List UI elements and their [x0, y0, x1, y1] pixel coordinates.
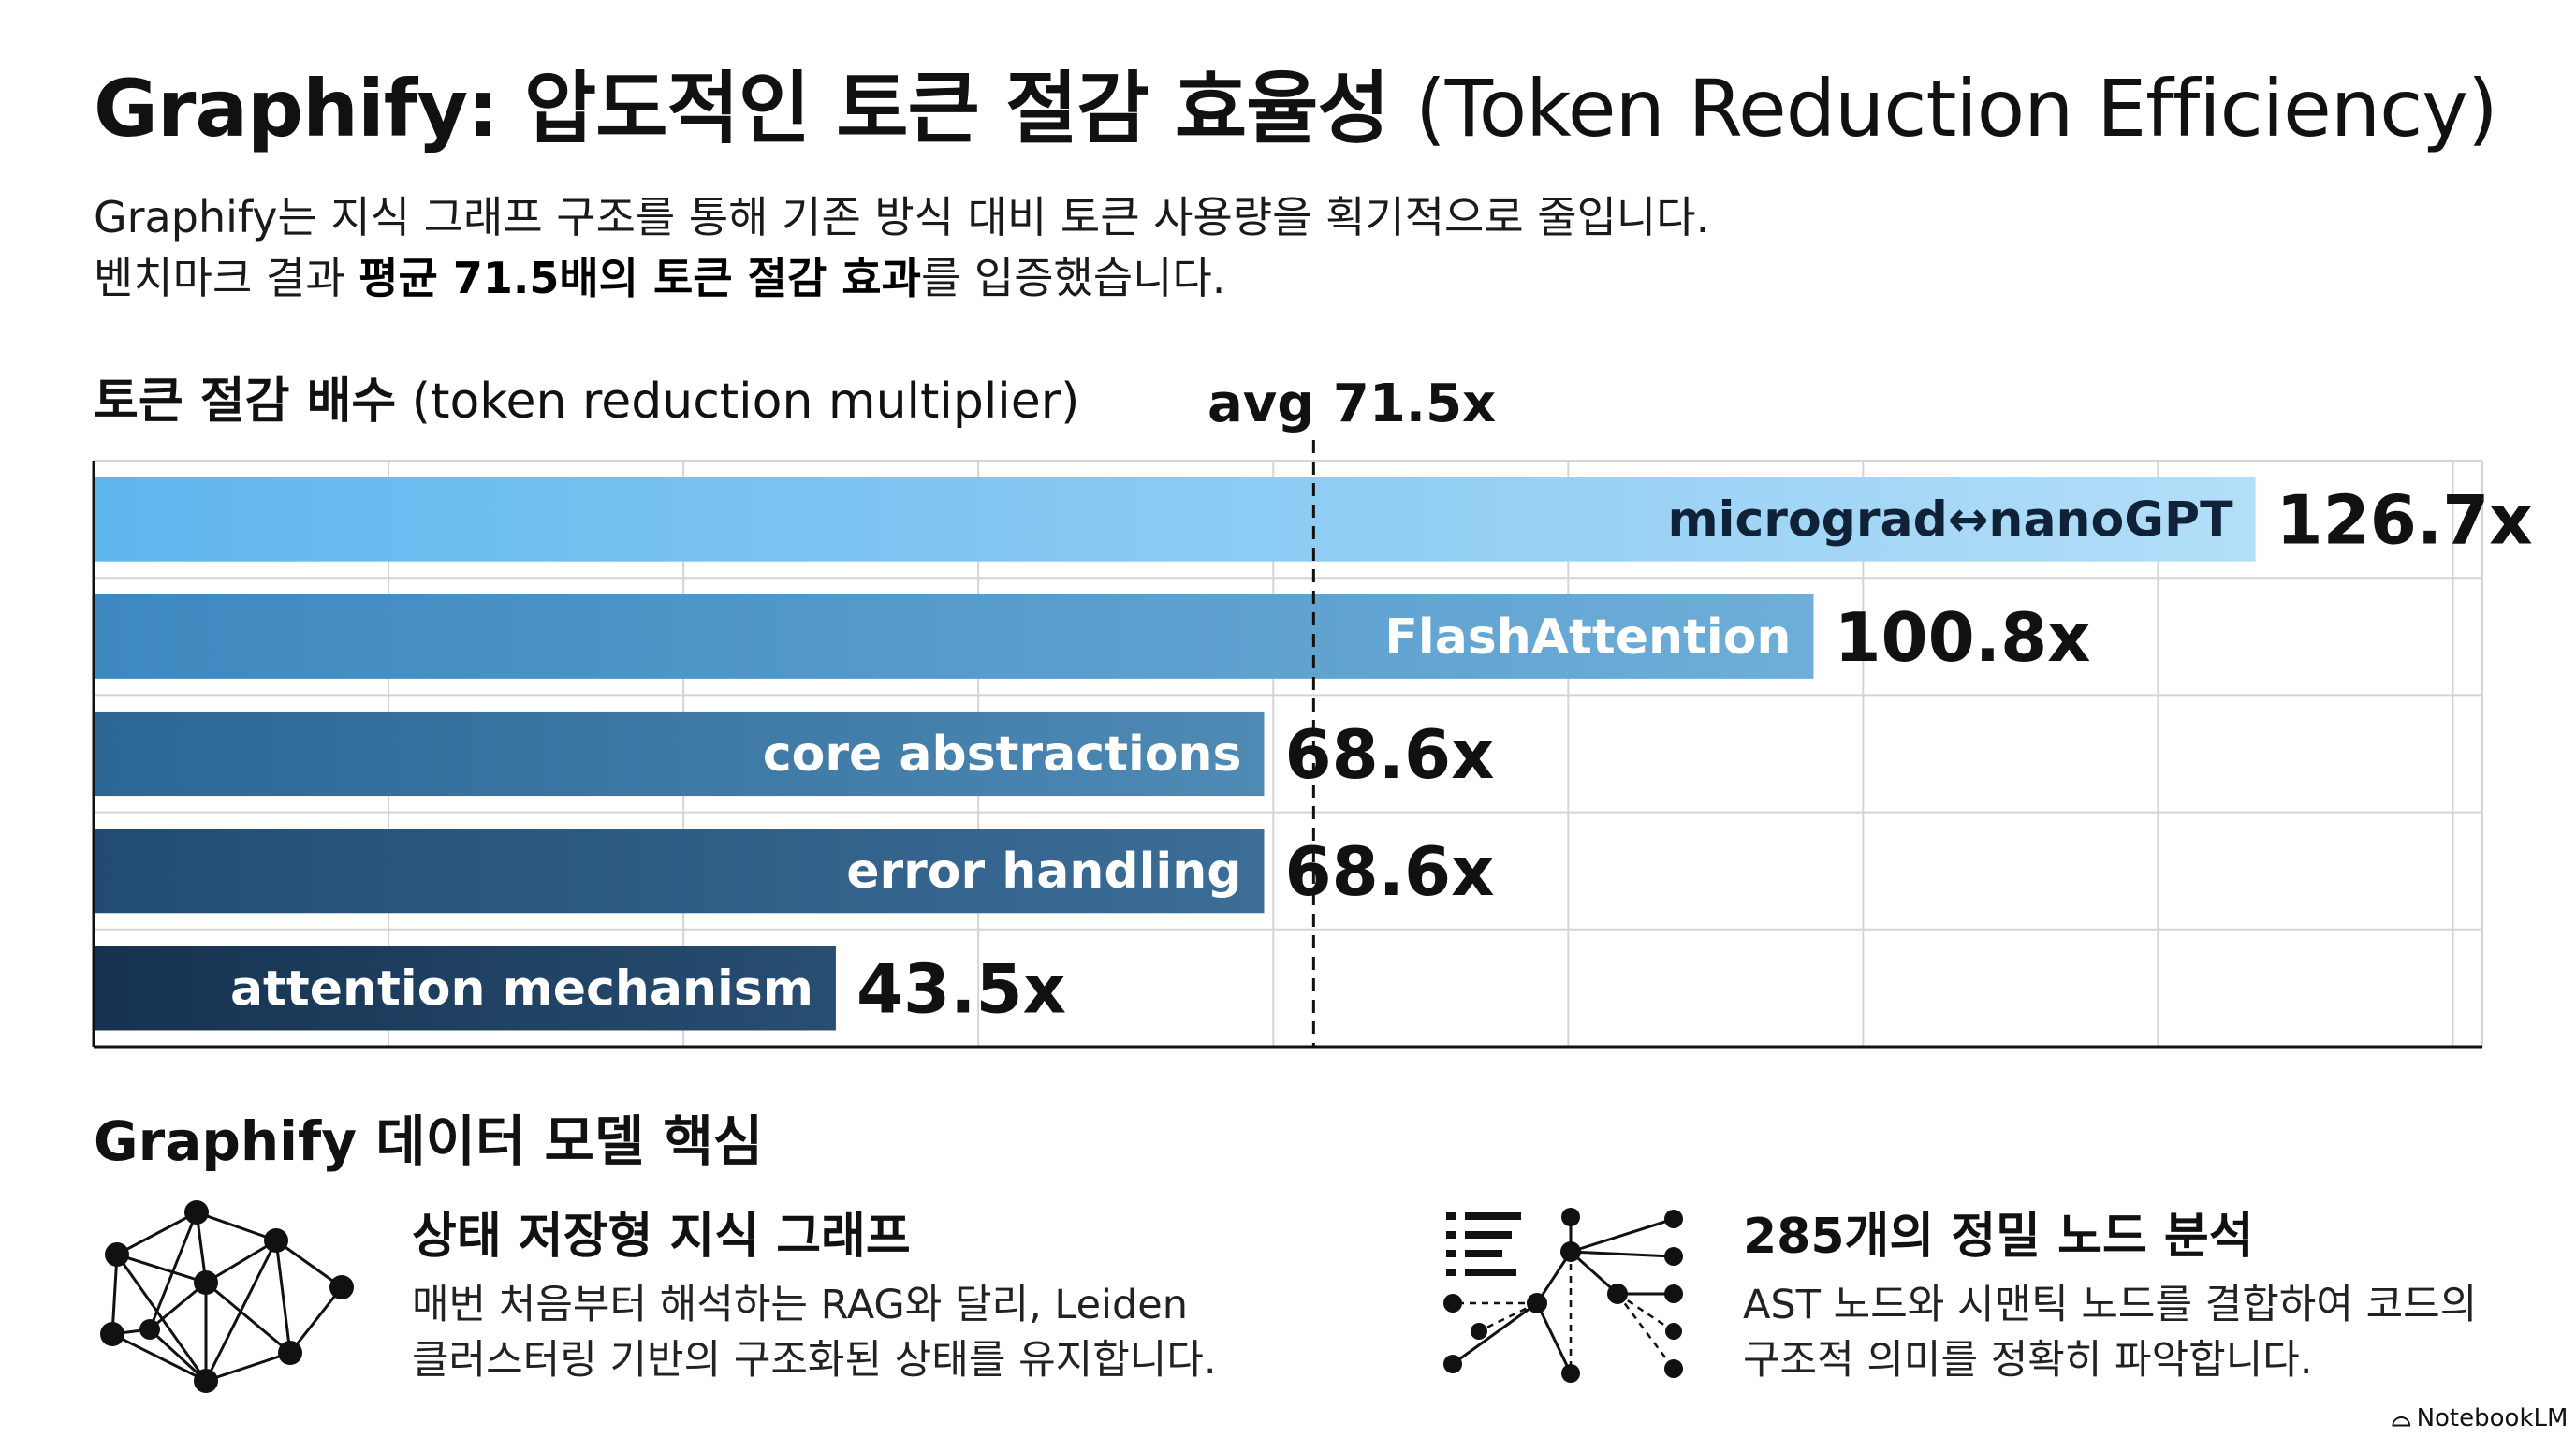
chart-heading-bold: 토큰 절감 배수 — [94, 374, 397, 430]
intro-line-2-pre: 벤치마크 결과 — [94, 253, 359, 303]
intro-line-2: 벤치마크 결과 평균 71.5배의 토큰 절감 효과를 입증했습니다. — [94, 253, 1225, 304]
watermark-text: NotebookLM — [2416, 1404, 2569, 1432]
bar-category-label: attention mechanism — [230, 961, 813, 1017]
chart-bars: micrograd↔nanoGPT 126.7x FlashAttention 100… — [94, 477, 2533, 1031]
chart-heading: 토큰 절감 배수 (token reduction multiplier) — [94, 373, 1079, 431]
intro-line-2-post: 를 입증했습니다. — [920, 253, 1226, 303]
bar — [94, 946, 836, 1031]
chart-heading-normal: (token reduction multiplier) — [411, 374, 1080, 430]
bar — [94, 829, 1265, 914]
bar-value-label: 43.5x — [856, 949, 1066, 1028]
intro-line-1: Graphify는 지식 그래프 구조를 통해 기존 방식 대비 토큰 사용량을… — [94, 192, 1710, 242]
bar-value-label: 100.8x — [1834, 598, 2090, 677]
average-label: avg 71.5x — [1208, 374, 1497, 434]
bar-category-label: FlashAttention — [1384, 609, 1791, 666]
feature-1-title: 상태 저장형 지식 그래프 — [412, 1209, 911, 1265]
title-english: (Token Reduction Efficiency) — [1414, 63, 2498, 154]
feature-1-desc-line-2: 클러스터링 기반의 구조화된 상태를 유지합니다. — [412, 1337, 1217, 1384]
bar — [94, 711, 1265, 797]
node-tree-icon — [1443, 1208, 1683, 1383]
feature-1-desc-line-1: 매번 처음부터 해석하는 RAG와 달리, Leiden — [412, 1282, 1189, 1328]
page-title: Graphify: 압도적인 토큰 절감 효율성 (Token Reductio… — [94, 62, 2498, 156]
section-heading: Graphify 데이터 모델 핵심 — [94, 1109, 764, 1173]
chart-axes — [92, 440, 2482, 1049]
notebooklm-watermark: ⌓ NotebookLM — [2392, 1404, 2568, 1433]
bar — [94, 477, 2256, 562]
bar-category-label: core abstractions — [763, 726, 1242, 783]
intro-line-2-bold: 평균 71.5배의 토큰 절감 효과 — [359, 253, 921, 303]
feature-2-desc-line-2: 구조적 의미를 정확히 파악합니다. — [1743, 1337, 2313, 1384]
bar-category-label: error handling — [846, 844, 1241, 900]
bar-value-label: 68.6x — [1284, 715, 1494, 794]
feature-2-title: 285개의 정밀 노드 분석 — [1743, 1209, 2254, 1265]
bar-category-label: micrograd↔nanoGPT — [1667, 492, 2233, 549]
network-graph-icon — [100, 1200, 354, 1393]
bar-value-label: 68.6x — [1284, 832, 1494, 911]
feature-2-desc-line-1: AST 노드와 시맨틱 노드를 결합하여 코드의 — [1743, 1282, 2478, 1328]
bar-value-label: 126.7x — [2276, 481, 2533, 560]
notebooklm-logo-icon: ⌓ — [2392, 1404, 2411, 1432]
title-main: Graphify: 압도적인 토큰 절감 효율성 — [94, 63, 1390, 154]
bar-chart: micrograd↔nanoGPT 126.7x FlashAttention 100… — [92, 440, 2533, 1049]
bar — [94, 594, 1814, 679]
